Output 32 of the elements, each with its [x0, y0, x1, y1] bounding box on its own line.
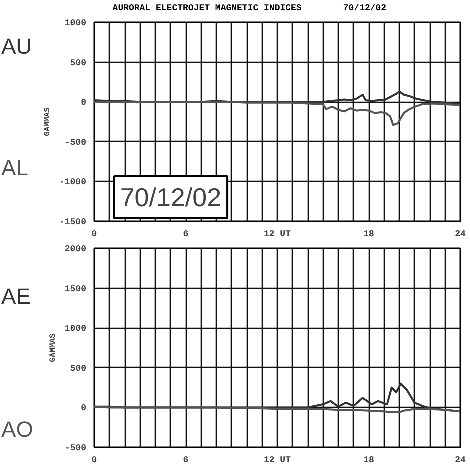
- x-tick-label: 0: [92, 230, 98, 240]
- x-tick-label: 24: [455, 230, 466, 240]
- y-tick-label: 0: [81, 98, 87, 108]
- y-tick-label: 1000: [64, 18, 87, 28]
- y-tick-label: 500: [70, 364, 86, 374]
- chart-subtitle: 70/12/02: [343, 3, 387, 14]
- x-tick-label: 18: [364, 230, 374, 240]
- x-tick-label: 6: [183, 230, 189, 240]
- annotation: 70/12/02: [120, 182, 222, 213]
- x-tick-label: 0: [92, 456, 98, 466]
- y-tick-label: -500: [64, 444, 87, 454]
- x-tick-label: 6: [183, 456, 189, 466]
- x-tick-label: 12 UT: [264, 456, 292, 466]
- y-tick-label: -1000: [59, 178, 87, 188]
- y-tick-label: -500: [64, 138, 87, 148]
- y-tick-label: 2000: [64, 244, 87, 254]
- text: AU: [2, 34, 32, 59]
- x-tick-label: 12 UT: [264, 230, 292, 240]
- text: AO: [2, 417, 34, 442]
- y-tick-label: -1500: [59, 218, 87, 228]
- y-tick-label: 1500: [64, 284, 87, 294]
- x-tick-label: 24: [455, 456, 466, 466]
- text: AL: [2, 155, 28, 180]
- chart-title: AURORAL ELECTROJET MAGNETIC INDICES: [112, 3, 302, 14]
- y-tick-label: 1000: [64, 324, 87, 334]
- line-series: [94, 101, 460, 126]
- y-tick-label: 0: [81, 404, 87, 414]
- y-axis-title: GAMMAS: [43, 107, 52, 136]
- y-axis-title: GAMMAS: [48, 333, 58, 362]
- x-tick-label: 18: [364, 456, 374, 466]
- text: AE: [2, 284, 31, 309]
- y-tick-label: 500: [70, 58, 86, 68]
